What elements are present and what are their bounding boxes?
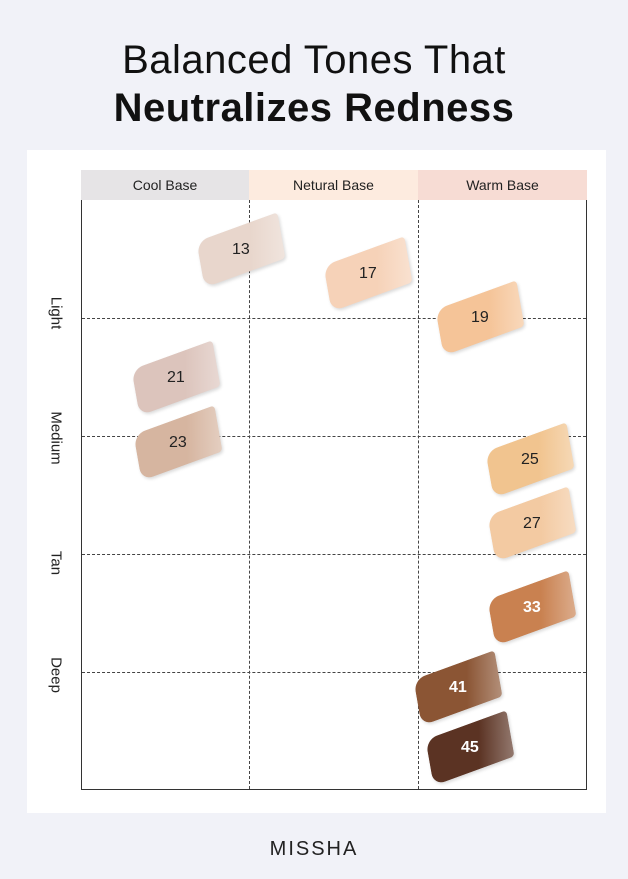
- row-divider: [82, 554, 586, 555]
- shade-number: 17: [359, 265, 377, 283]
- shade-number: 21: [167, 369, 185, 387]
- column-header-cool: Cool Base: [81, 170, 249, 200]
- shade-number: 25: [521, 451, 539, 469]
- column-header-warm: Warm Base: [418, 170, 587, 200]
- shade-number: 19: [471, 309, 489, 327]
- row-divider: [82, 436, 586, 437]
- column-header-neutral: Netural Base: [249, 170, 418, 200]
- title-line-2: Neutralizes Redness: [113, 86, 515, 130]
- title-line-1: Balanced Tones That: [122, 38, 506, 82]
- shade-number: 13: [232, 241, 250, 259]
- row-label-deep: Deep: [47, 657, 65, 693]
- row-divider: [82, 318, 586, 319]
- shade-number: 45: [461, 739, 479, 757]
- brand-logo: MISSHA: [269, 838, 359, 860]
- shade-number: 27: [523, 515, 541, 533]
- shade-number: 41: [449, 679, 467, 697]
- column-divider: [249, 200, 250, 789]
- shade-number: 33: [523, 599, 541, 617]
- shade-grid: [81, 200, 587, 790]
- row-label-medium: Medium: [47, 411, 65, 465]
- shade-number: 23: [169, 434, 187, 452]
- row-divider: [82, 672, 586, 673]
- row-label-light: Light: [47, 296, 65, 330]
- row-label-tan: Tan: [47, 550, 65, 576]
- column-divider: [418, 200, 419, 789]
